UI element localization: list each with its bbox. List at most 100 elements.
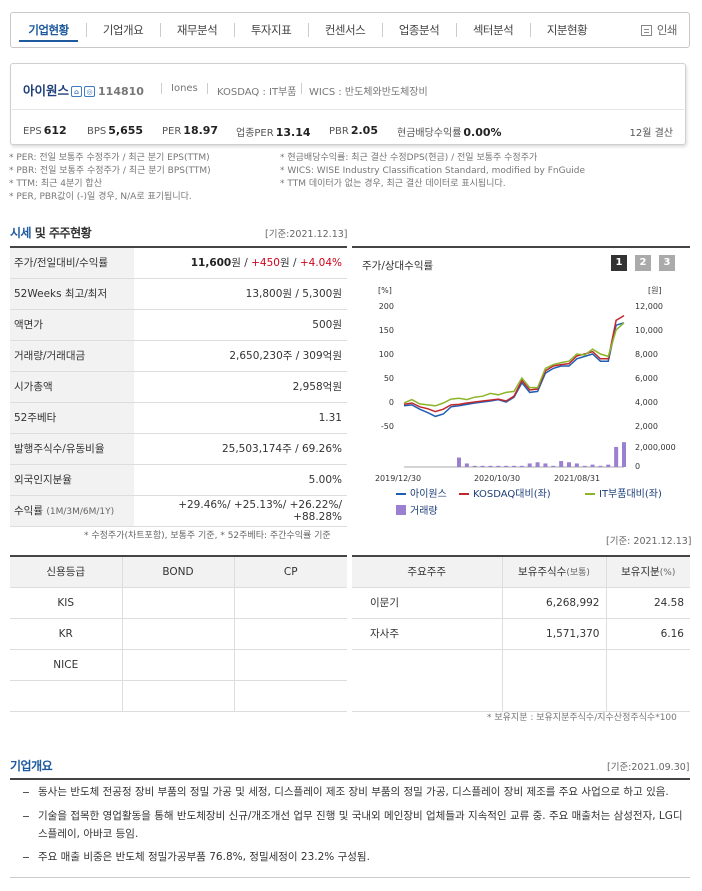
price-section-title: 시세 및 주주현황: [10, 226, 92, 240]
note-pbr: * PBR: 전일 보통주 수정주가 / 최근 분기 BPS(TTM): [9, 166, 211, 176]
table-row: KIS: [10, 587, 347, 619]
overview-box: 동사는 반도체 전공정 장비 부품의 정밀 가공 및 세정, 디스플레이 제조 …: [10, 778, 690, 878]
left-axis-unit: [%]: [378, 286, 392, 295]
price-basis-date: [기준:2021.12.13]: [265, 229, 348, 240]
volume-bar: [527, 463, 532, 467]
table-row: [10, 680, 347, 712]
company-summary-box: 아이원스 ⌂ ◎ 114810 Iones KOSDAQ : IT부품 WICS : …: [10, 63, 686, 145]
volume-bar: [464, 463, 469, 467]
table-row: KR: [10, 618, 347, 650]
tab-industry-analysis[interactable]: 업종분석: [382, 12, 456, 48]
right-axis-unit: [원]: [648, 286, 662, 295]
x-tick-label: 2021/08/31: [554, 474, 600, 483]
price-footnote: * 수정주가(차트포함), 보통주 기준, * 52주베타: 주간수익률 기준: [84, 531, 331, 541]
table-row: 액면가 500원: [10, 309, 347, 341]
chart-page-2[interactable]: 2: [635, 255, 651, 271]
volume-bar: [457, 457, 461, 467]
price-chart: [%] [원] 200 150 100 50 0 -50 12,000 10,000 8,000 6,…: [375, 286, 676, 517]
volume-bar: [472, 465, 477, 467]
volume-bar: [590, 464, 595, 467]
major-shareholders-table: 주요주주 보유주식수(보통) 보유지분(%) 이문기 6,268,992 24.58 자…: [352, 555, 690, 712]
series-line-3: [403, 322, 625, 407]
home-icon[interactable]: ⌂: [71, 86, 83, 97]
print-button[interactable]: 인쇄: [640, 12, 689, 48]
legend-label-2: KOSDAQ대비(좌): [473, 488, 551, 500]
overview-item: 기술을 접목한 영업활동을 통해 반도체장비 신규/개조개선 업무 진행 및 국…: [23, 807, 684, 843]
legend-volume-swatch: [396, 505, 406, 515]
table-row: 수익률 (1M/3M/6M/1Y) +29.46%/ +25.13%/ +26.2…: [10, 495, 347, 527]
x-tick-label: 2019/12/30: [375, 474, 421, 483]
volume-bar: [606, 464, 611, 467]
left-tick-label: -50: [381, 422, 394, 431]
table-row: 발행주식수/유동비율 25,503,174주 / 69.26%: [10, 433, 347, 465]
ir-icon[interactable]: ◎: [84, 86, 96, 97]
table-row: 자사주 1,571,370 6.16: [352, 618, 690, 650]
table-row: 52Weeks 최고/최저 13,800원 / 5,300원: [10, 278, 347, 310]
fiscal-year-end: 12월 결산: [629, 128, 673, 139]
bps-value: 5,655: [108, 124, 144, 137]
volume-tick-label: 2,000,000: [635, 443, 676, 452]
chart-page-3[interactable]: 3: [659, 255, 675, 271]
note-dividend: * 현금배당수익률: 최근 결산 수정DPS(현금) / 전일 보통주 수정주가: [280, 153, 538, 163]
volume-tick-label: 0: [635, 462, 640, 471]
table-row: NICE: [10, 649, 347, 681]
right-tick-label: 6,000: [635, 374, 658, 383]
notes-right: * 현금배당수익률: 최근 결산 수정DPS(현금) / 전일 보통주 수정주가…: [280, 152, 585, 191]
volume-bar: [614, 446, 619, 467]
volume-bar: [543, 463, 548, 467]
volume-bar: [512, 465, 516, 467]
table-row: 거래량/거래대금 2,650,230주 / 309억원: [10, 340, 347, 372]
tab-financial-analysis[interactable]: 재무분석: [160, 12, 234, 48]
volume-bar: [622, 442, 626, 467]
chart-page-1[interactable]: 1: [611, 255, 627, 271]
bps-item: BPS 5,655: [87, 124, 144, 137]
table-row: 이문기 6,268,992 24.58: [352, 587, 690, 619]
overview-item: 주요 매출 비중은 반도체 정밀가공부품 76.8%, 정밀세정이 23.2% …: [23, 848, 684, 866]
eps-value: 612: [43, 124, 67, 137]
overview-item: 동사는 반도체 전공정 장비 부품의 정밀 가공 및 세정, 디스플레이 제조 …: [23, 783, 684, 801]
price-table: 주가/전일대비/수익률 11,600원 / +450원 / +4.04% 52We…: [10, 246, 347, 527]
company-name[interactable]: 아이원스: [23, 83, 70, 98]
volume-bar: [551, 465, 556, 467]
credit-rating-table: 신용등급 BOND CP KIS KR NICE: [10, 555, 347, 712]
tab-investment-indicators[interactable]: 투자지표: [234, 12, 308, 48]
tab-shareholding[interactable]: 지분현황: [530, 12, 604, 48]
table-row: 52주베타 1.31: [10, 402, 347, 434]
price-chart-panel: 주가/상대수익률 1 2 3 [%] [원] 200 150 100 50 0 -50 12,0…: [352, 246, 690, 522]
right-tick-label: 8,000: [635, 350, 658, 359]
per-value: 18.97: [183, 124, 219, 137]
industry-per-item: 업종PER 13.14: [236, 126, 311, 139]
tab-company-overview[interactable]: 기업개요: [86, 12, 160, 48]
wics-classification: WICS : 반도체와반도체장비: [309, 87, 428, 98]
table-row: 외국인지분율 5.00%: [10, 464, 347, 496]
holders-basis-date: [기준: 2021.12.13]: [606, 536, 692, 547]
right-tick-label: 4,000: [635, 398, 658, 407]
note-per: * PER: 전일 보통주 수정주가 / 최근 분기 EPS(TTM): [9, 153, 210, 163]
volume-bar: [574, 463, 579, 467]
overview-title: 기업개요: [10, 759, 53, 773]
table-row: 시가총액 2,958억원: [10, 371, 347, 403]
tab-sector-analysis[interactable]: 섹터분석: [456, 12, 530, 48]
table-row: 주가/전일대비/수익률 11,600원 / +450원 / +4.04%: [10, 247, 347, 279]
tab-company-status[interactable]: 기업현황: [11, 12, 86, 48]
legend-label-1: 아이원스: [410, 488, 447, 500]
volume-bar: [598, 465, 603, 467]
dividend-yield-item: 현금배당수익률 0.00%: [397, 126, 502, 139]
right-tick-label: 10,000: [635, 326, 663, 335]
left-tick-label: 200: [379, 302, 394, 311]
note-wics: * WICS: WISE Industry Classification Sta…: [280, 166, 586, 176]
company-code: 114810: [98, 85, 144, 98]
left-tick-label: 150: [379, 326, 394, 335]
left-tick-label: 0: [389, 398, 394, 407]
right-tick-label: 12,000: [635, 302, 663, 311]
volume-bar: [582, 465, 587, 467]
note-ttm: * TTM: 최근 4분기 합산: [9, 179, 102, 189]
right-tick-label: 2,000: [635, 422, 658, 431]
tab-consensus[interactable]: 컨센서스: [308, 12, 382, 48]
volume-bar: [567, 462, 571, 467]
volume-bar: [496, 465, 501, 467]
volume-bar: [535, 462, 540, 467]
note-na: * PER, PBR값이 (-)일 경우, N/A로 표기됩니다.: [9, 192, 192, 202]
left-tick-label: 100: [379, 350, 394, 359]
industry-per-value: 13.14: [275, 126, 311, 139]
